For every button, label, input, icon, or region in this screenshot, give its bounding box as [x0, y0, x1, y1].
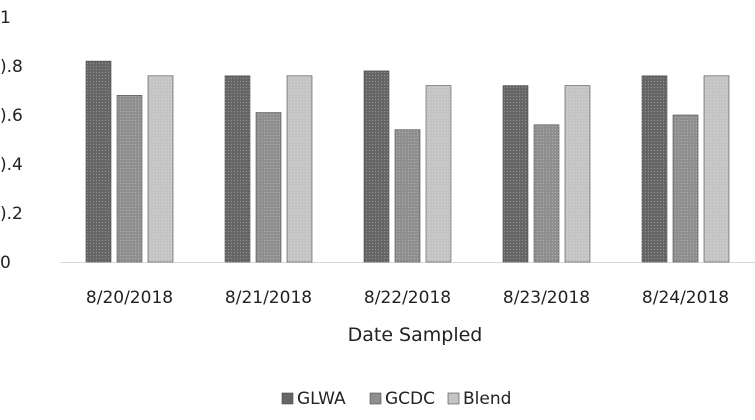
legend-swatch-gcdc — [369, 392, 382, 405]
bar-texture — [225, 75, 250, 262]
legend-label-glwa: GLWA — [297, 389, 346, 409]
y-axis-ticks: 0 ).2 ).4 ).6 ).8 1 — [0, 8, 23, 273]
y-tick-label: 0 — [0, 253, 11, 273]
x-axis-title: Date Sampled — [348, 324, 483, 346]
legend-swatch-glwa — [281, 392, 294, 405]
bars — [85, 60, 730, 263]
legend-label-blend: Blend — [463, 389, 511, 409]
x-tick-label: 8/24/2018 — [642, 288, 729, 308]
y-tick-label: ).8 — [0, 57, 23, 77]
x-tick-label: 8/20/2018 — [86, 288, 173, 308]
bar-texture — [503, 85, 528, 262]
legend-swatch-blend — [447, 392, 460, 405]
y-tick-label: 1 — [0, 8, 11, 28]
x-axis-ticks: 8/20/2018 8/21/2018 8/22/2018 8/23/2018 8/24… — [86, 288, 729, 308]
bar-texture — [395, 129, 420, 262]
bar-texture — [642, 75, 667, 262]
bar-texture — [673, 115, 698, 262]
x-tick-label: 8/21/2018 — [225, 288, 312, 308]
x-tick-label: 8/23/2018 — [503, 288, 590, 308]
y-tick-label: ).4 — [0, 155, 23, 175]
legend-label-gcdc: GCDC — [385, 389, 435, 409]
bar-texture — [117, 95, 142, 263]
bar-texture — [534, 124, 559, 262]
y-tick-label: ).6 — [0, 106, 23, 126]
bar-texture — [426, 85, 451, 262]
bar-texture — [565, 85, 590, 262]
bar-texture — [86, 61, 111, 262]
bar-texture — [704, 75, 729, 262]
bar-texture — [148, 75, 173, 262]
bar-texture — [364, 70, 389, 263]
y-tick-label: ).2 — [0, 204, 23, 224]
bar-texture — [287, 75, 312, 262]
x-tick-label: 8/22/2018 — [364, 288, 451, 308]
legend: GLWA GCDC Blend — [281, 389, 511, 409]
bar-texture — [256, 112, 281, 262]
